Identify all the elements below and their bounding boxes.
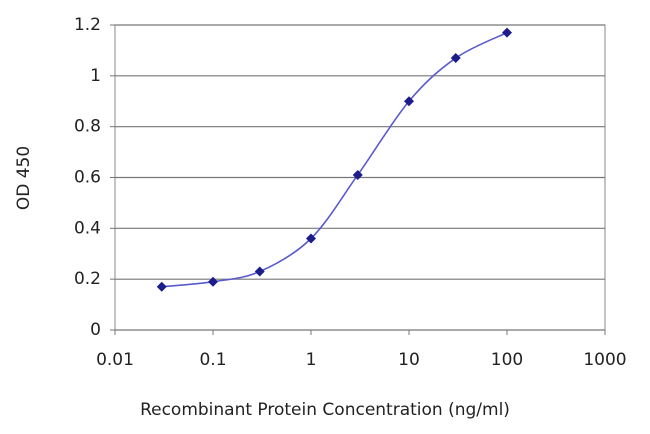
x-tick-label: 0.01 bbox=[96, 350, 134, 370]
fit-curve bbox=[161, 31, 508, 288]
data-point bbox=[352, 169, 363, 180]
y-tick-label: 0.8 bbox=[74, 117, 101, 137]
data-point bbox=[208, 276, 218, 287]
x-tick-label: 100 bbox=[491, 350, 523, 370]
x-tick-label: 1 bbox=[306, 350, 317, 370]
y-axis-label: OD 450 bbox=[14, 146, 34, 210]
data-point bbox=[156, 281, 167, 292]
data-point bbox=[404, 96, 414, 107]
y-tick-label: 1.2 bbox=[74, 15, 101, 35]
y-tick-label: 1 bbox=[90, 66, 101, 86]
x-axis-label: Recombinant Protein Concentration (ng/ml… bbox=[140, 400, 510, 420]
x-tick-label: 10 bbox=[398, 350, 420, 370]
x-tick-label: 1000 bbox=[583, 350, 626, 370]
y-tick-label: 0 bbox=[90, 320, 101, 340]
x-tick-label: 0.1 bbox=[199, 350, 226, 370]
data-point bbox=[450, 53, 461, 64]
y-tick-label: 0.6 bbox=[74, 168, 101, 188]
data-point bbox=[306, 233, 316, 244]
data-point bbox=[254, 266, 265, 277]
y-tick-label: 0.2 bbox=[74, 269, 101, 289]
data-point bbox=[502, 27, 512, 38]
y-tick-label: 0.4 bbox=[74, 218, 101, 238]
